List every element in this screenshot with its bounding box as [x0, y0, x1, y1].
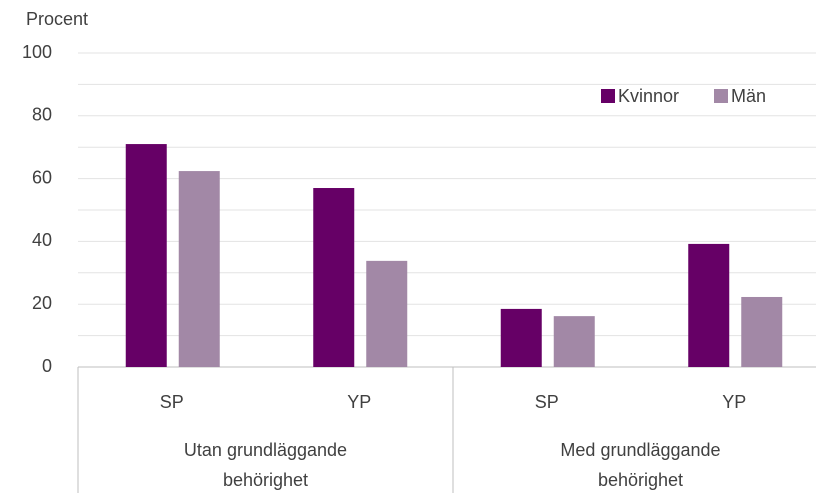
legend-swatch [714, 89, 728, 103]
y-tick-label: 100 [22, 42, 52, 62]
y-tick-label: 0 [42, 356, 52, 376]
group-label-box: Utan grundläggande behörighet [183, 440, 348, 490]
group-label: Utan grundläggande behörighet [183, 440, 348, 490]
y-axis-title: Procent [26, 9, 88, 29]
legend-swatch [601, 89, 615, 103]
x-tick-label: SP [535, 392, 559, 412]
bar [553, 316, 595, 367]
y-tick-label: 80 [32, 105, 52, 125]
bar [125, 144, 167, 367]
y-tick-label: 60 [32, 167, 52, 187]
group-label-box: Med grundläggande behörighet [560, 440, 721, 490]
bar [741, 296, 783, 367]
x-tick-label: YP [722, 392, 746, 412]
bar [688, 243, 730, 367]
x-tick-label: SP [160, 392, 184, 412]
group-label: Med grundläggande behörighet [560, 440, 721, 490]
bar [500, 308, 542, 367]
x-tick-label: YP [347, 392, 371, 412]
y-tick-label: 20 [32, 293, 52, 313]
legend-label: Män [731, 86, 766, 106]
bar [178, 171, 220, 367]
y-tick-label: 40 [32, 230, 52, 250]
bar [366, 260, 408, 367]
bar [313, 188, 355, 367]
legend-label: Kvinnor [618, 86, 679, 106]
